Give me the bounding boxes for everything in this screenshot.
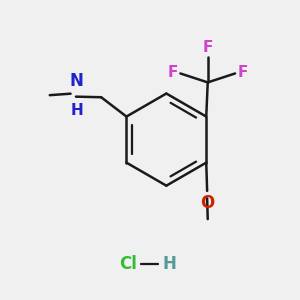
Text: Cl: Cl: [119, 255, 136, 273]
Text: F: F: [238, 65, 248, 80]
Text: H: H: [163, 255, 177, 273]
Text: H: H: [70, 103, 83, 118]
Text: F: F: [202, 40, 213, 55]
Text: N: N: [70, 72, 83, 90]
Text: O: O: [201, 194, 215, 212]
Text: F: F: [168, 65, 178, 80]
